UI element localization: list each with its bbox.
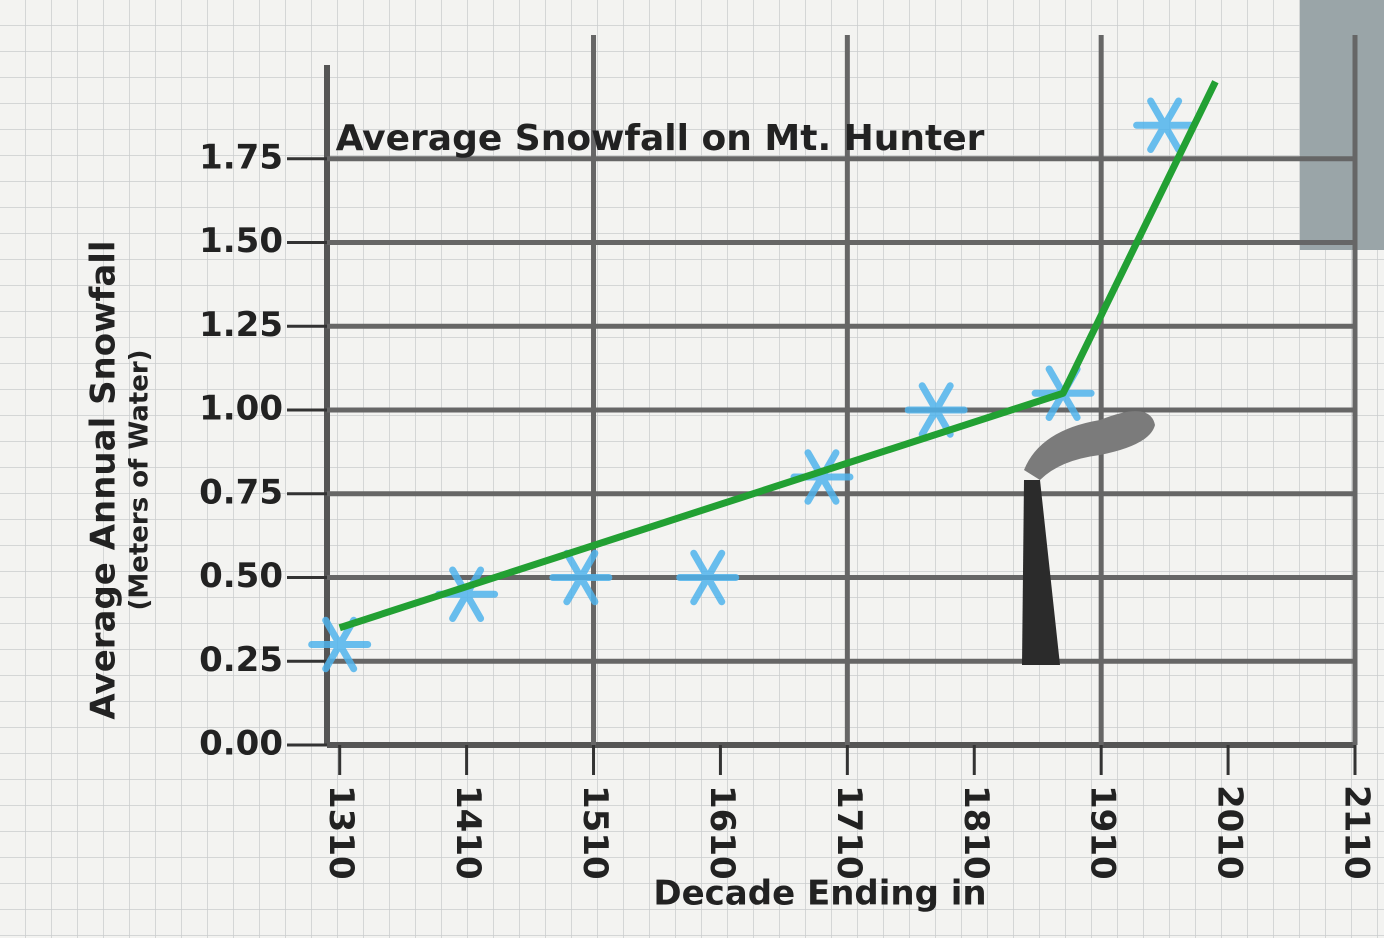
chart-title: Average Snowfall on Mt. Hunter bbox=[336, 118, 985, 159]
y-axis-sublabel: (Meters of Water) bbox=[125, 349, 155, 610]
x-tick-label: 1810 bbox=[956, 785, 996, 880]
chart: 0.00 0.25 0.50 0.75 1.00 1.25 1.50 1.75 1310 1410… bbox=[0, 0, 1384, 938]
x-tick-label: 2010 bbox=[1210, 785, 1250, 880]
y-tick-label: 0.00 bbox=[199, 724, 283, 764]
y-tick-label: 1.50 bbox=[199, 221, 283, 261]
y-tick-label: 1.25 bbox=[199, 305, 283, 345]
y-tick-label: 0.50 bbox=[199, 556, 283, 596]
photo-corner bbox=[1300, 0, 1384, 250]
x-tick-label: 2110 bbox=[1337, 785, 1377, 880]
y-axis-label: Average Annual Snowfall bbox=[84, 240, 124, 719]
y-tick-label: 1.00 bbox=[199, 389, 283, 429]
page: 0.00 0.25 0.50 0.75 1.00 1.25 1.50 1.75 1310 1410… bbox=[0, 0, 1384, 938]
y-tick-label: 1.75 bbox=[199, 137, 283, 177]
y-tick-label: 0.75 bbox=[199, 472, 283, 512]
x-axis-label: Decade Ending in bbox=[653, 874, 986, 914]
x-tick-label: 1310 bbox=[321, 785, 361, 880]
x-tick-label: 1610 bbox=[702, 785, 742, 880]
x-tick-label: 1910 bbox=[1083, 785, 1123, 880]
x-tick-label: 1410 bbox=[448, 785, 488, 880]
y-tick-label: 0.25 bbox=[199, 640, 283, 680]
x-tick-label: 1510 bbox=[575, 785, 615, 880]
x-tick-label: 1710 bbox=[829, 785, 869, 880]
